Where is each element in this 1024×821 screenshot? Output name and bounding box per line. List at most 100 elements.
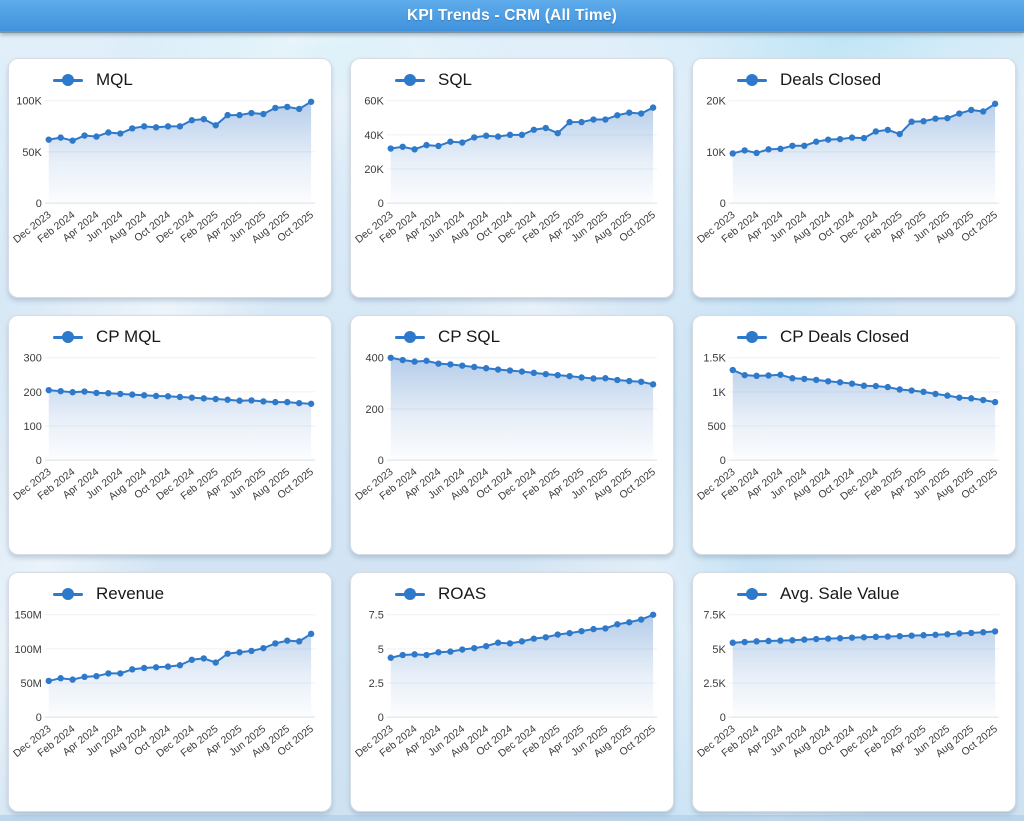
data-point-marker[interactable] [105,390,112,397]
legend-sql[interactable]: SQL [395,68,472,92]
data-point-marker[interactable] [399,356,406,364]
legend-cp-sql[interactable]: CP SQL [395,325,500,349]
data-point-marker[interactable] [848,134,856,141]
data-point-marker[interactable] [164,393,172,400]
data-point-marker[interactable] [200,655,207,662]
data-point-marker[interactable] [140,392,148,399]
data-point-marker[interactable] [188,117,196,124]
data-point-marker[interactable] [626,109,633,116]
legend-deals-closed[interactable]: Deals Closed [737,68,881,92]
data-point-marker[interactable] [944,114,951,122]
data-point-marker[interactable] [896,632,903,640]
data-point-marker[interactable] [423,141,430,149]
data-point-marker[interactable] [649,381,657,388]
data-point-marker[interactable] [813,376,820,384]
data-point-marker[interactable] [423,651,430,659]
data-point-marker[interactable] [836,635,844,642]
data-point-marker[interactable] [188,394,196,401]
data-point-marker[interactable] [824,378,832,385]
data-point-marker[interactable] [272,398,279,406]
data-point-marker[interactable] [753,638,760,645]
data-point-marker[interactable] [908,118,915,125]
data-point-marker[interactable] [614,112,621,119]
data-point-marker[interactable] [387,354,394,361]
data-point-marker[interactable] [45,386,52,394]
data-point-marker[interactable] [932,115,939,122]
data-point-marker[interactable] [129,125,136,132]
data-point-marker[interactable] [236,649,243,656]
data-point-marker[interactable] [578,374,585,381]
data-point-marker[interactable] [777,371,784,378]
data-point-marker[interactable] [991,100,999,107]
data-point-marker[interactable] [506,640,514,647]
data-point-marker[interactable] [836,379,844,386]
data-point-marker[interactable] [968,106,975,114]
data-point-marker[interactable] [482,365,490,372]
data-point-marker[interactable] [884,383,891,391]
data-point-marker[interactable] [980,396,987,404]
data-point-marker[interactable] [991,398,999,406]
data-point-marker[interactable] [45,677,52,685]
data-point-marker[interactable] [626,377,633,385]
data-point-marker[interactable] [578,627,585,635]
data-point-marker[interactable] [614,621,621,628]
data-point-marker[interactable] [188,656,196,663]
data-point-marker[interactable] [284,103,291,111]
data-point-marker[interactable] [991,628,999,635]
data-point-marker[interactable] [789,637,796,644]
data-point-marker[interactable] [435,649,442,656]
data-point-marker[interactable] [164,663,172,670]
data-point-marker[interactable] [518,368,526,375]
data-point-marker[interactable] [236,397,243,404]
data-point-marker[interactable] [307,400,315,407]
data-point-marker[interactable] [542,370,549,378]
data-point-marker[interactable] [638,378,645,385]
data-point-marker[interactable] [296,399,303,407]
data-point-marker[interactable] [554,129,561,137]
data-point-marker[interactable] [45,136,52,143]
data-point-marker[interactable] [896,130,903,138]
data-point-marker[interactable] [789,142,796,149]
data-point-marker[interactable] [411,358,418,365]
data-point-marker[interactable] [530,126,538,133]
data-point-marker[interactable] [729,639,736,646]
data-point-marker[interactable] [872,128,880,135]
data-point-marker[interactable] [140,664,148,672]
data-point-marker[interactable] [471,363,478,371]
data-point-marker[interactable] [860,382,868,389]
data-point-marker[interactable] [471,645,478,652]
data-point-marker[interactable] [753,149,760,157]
data-point-marker[interactable] [729,366,736,374]
data-point-marker[interactable] [753,372,760,380]
data-point-marker[interactable] [307,630,315,638]
data-point-marker[interactable] [920,632,927,639]
data-point-marker[interactable] [284,637,291,644]
data-point-marker[interactable] [260,645,267,652]
data-point-marker[interactable] [741,638,748,646]
data-point-marker[interactable] [272,640,279,647]
data-point-marker[interactable] [836,135,844,143]
data-point-marker[interactable] [908,387,915,394]
data-point-marker[interactable] [248,397,255,404]
data-point-marker[interactable] [777,145,784,153]
data-point-marker[interactable] [296,105,303,113]
data-point-marker[interactable] [920,118,927,125]
data-point-marker[interactable] [212,395,219,403]
data-point-marker[interactable] [129,666,136,673]
data-point-marker[interactable] [152,664,160,671]
data-point-marker[interactable] [494,133,502,140]
data-point-marker[interactable] [848,380,856,387]
data-point-marker[interactable] [200,115,207,123]
data-point-marker[interactable] [980,629,987,636]
data-point-marker[interactable] [980,108,987,115]
data-point-marker[interactable] [423,357,430,364]
data-point-marker[interactable] [813,138,820,145]
data-point-marker[interactable] [117,130,124,137]
data-point-marker[interactable] [944,631,951,638]
data-point-marker[interactable] [69,676,76,683]
data-point-marker[interactable] [506,131,514,139]
data-point-marker[interactable] [411,651,418,658]
legend-avg-sale-value[interactable]: Avg. Sale Value [737,582,899,606]
data-point-marker[interactable] [296,638,303,645]
data-point-marker[interactable] [626,619,633,626]
